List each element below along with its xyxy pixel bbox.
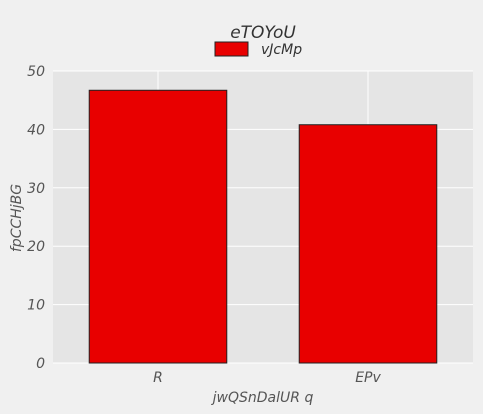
y-tick-labels: 0 10 20 30 40 50 [27,64,45,372]
y-tick-label: 30 [27,181,45,197]
y-tick-label: 40 [27,122,45,138]
bar-R [88,89,228,364]
y-tick-label: 20 [27,239,45,255]
y-tick-label: 10 [27,298,45,314]
x-tick-label: EPv [355,370,381,386]
x-tick-labels: R EPv [153,370,381,386]
x-axis-label: jwQSnDalUR q [211,390,314,406]
y-axis-label: fpCCHjBG [9,184,25,252]
legend-label: vJcMp [261,42,302,58]
y-tick-label: 0 [36,356,45,372]
legend: vJcMp [214,41,302,58]
chart-title: eTOYoU [230,23,296,43]
bars [88,89,438,364]
x-tick-label: R [153,370,163,386]
bar-EPv [298,124,438,364]
y-tick-label: 50 [27,64,45,80]
legend-swatch [214,41,249,57]
